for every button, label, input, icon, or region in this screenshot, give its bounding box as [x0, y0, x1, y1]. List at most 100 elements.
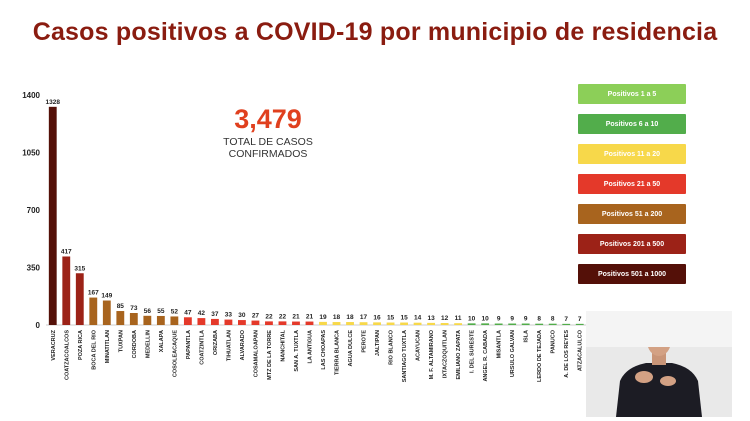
category-label: LAS CHOAPAS [321, 330, 327, 370]
bar [197, 318, 206, 325]
category-label: URSULO GALVAN [510, 330, 516, 377]
bar [467, 323, 476, 325]
bar-value-label: 10 [482, 315, 490, 322]
bar-value-label: 52 [171, 308, 179, 315]
category-label: AGUA DULCE [348, 330, 354, 367]
legend: Positivos 1 a 5 Positivos 6 a 10 Positivos… [578, 84, 686, 294]
category-label: I. DEL SURESTE [470, 330, 476, 373]
bar [143, 315, 152, 325]
category-label: JALTIPAN [375, 330, 381, 356]
bar [454, 323, 463, 325]
bar-value-label: 9 [510, 316, 514, 323]
category-label: COSAMALOAPAN [253, 330, 259, 377]
bar [440, 323, 449, 325]
bar [102, 300, 111, 325]
bar [373, 322, 381, 325]
bar-value-label: 149 [101, 293, 112, 300]
category-label: ACAYUCAN [416, 330, 422, 361]
bar [386, 322, 395, 325]
bar [521, 323, 530, 325]
category-label: PANUCO [551, 329, 557, 353]
bar [210, 318, 219, 325]
bar-value-label: 14 [414, 315, 422, 322]
category-label: SANTIAGO TUXTLA [402, 330, 408, 382]
bar-value-label: 11 [455, 315, 462, 322]
category-label: COATZINTLA [199, 330, 205, 365]
category-label: EMILIANO ZAPATA [456, 330, 462, 380]
y-tick-label: 700 [27, 206, 41, 215]
bar [278, 321, 287, 325]
category-label: TIHUATLAN [226, 330, 232, 361]
category-label: MINATITLAN [105, 330, 111, 363]
bar [400, 322, 408, 325]
bar-value-label: 8 [537, 316, 541, 323]
bar [413, 322, 422, 325]
bar-value-label: 37 [211, 311, 219, 318]
category-label: COATZACOALCOS [64, 330, 70, 380]
bar [359, 322, 368, 325]
bar [183, 317, 192, 325]
bar-value-label: 47 [184, 309, 192, 316]
category-label: PAPANTLA [186, 330, 192, 359]
bar [508, 323, 517, 325]
bar [562, 323, 571, 325]
total-cases-caption-line1: TOTAL DE CASOS [223, 136, 313, 148]
category-label: ISLA [524, 330, 530, 343]
bar-value-label: 315 [74, 265, 85, 272]
sign-language-interpreter-video [586, 311, 732, 417]
legend-item: Positivos 201 a 500 [578, 234, 686, 254]
category-label: XALAPA [159, 330, 165, 352]
category-label: VERACRUZ [51, 329, 57, 360]
bar [319, 321, 327, 325]
bar-value-label: 9 [497, 316, 501, 323]
bar-value-label: 7 [578, 316, 582, 323]
category-label: A. DE LOS REYES [564, 330, 570, 378]
bar [75, 273, 84, 325]
bar-value-label: 30 [238, 312, 246, 319]
category-label: POZA RICA [78, 330, 84, 360]
category-label: RIO BLANCO [389, 329, 395, 365]
bar [548, 323, 557, 325]
y-tick-label: 350 [27, 264, 41, 273]
category-label: NANCHITAL [280, 329, 286, 361]
category-label: ALVARADO [240, 329, 246, 360]
category-label: ANGEL R. CABADA [483, 330, 489, 382]
bar-value-label: 73 [130, 305, 138, 312]
total-cases-number: 3,479 [234, 104, 302, 134]
category-label: ORIZABA [213, 330, 219, 355]
category-label: TIERRA BLANCA [335, 330, 341, 375]
bar-value-label: 85 [117, 303, 125, 310]
bar [305, 321, 314, 325]
legend-item: Positivos 6 a 10 [578, 114, 686, 134]
bar [481, 323, 490, 325]
bar-value-label: 1328 [46, 99, 61, 106]
legend-item: Positivos 501 a 1000 [578, 264, 686, 284]
bar [265, 321, 273, 325]
bar [494, 323, 503, 325]
bar-value-label: 56 [144, 308, 152, 315]
bar-value-label: 15 [387, 315, 395, 322]
category-label: ATZACALULCO [578, 329, 584, 371]
bar-value-label: 7 [564, 316, 568, 323]
bar [170, 316, 179, 325]
total-cases-caption-line2: CONFIRMADOS [228, 148, 308, 160]
bar [238, 320, 246, 325]
legend-item: Positivos 11 a 20 [578, 144, 686, 164]
y-tick-label: 1050 [22, 149, 40, 158]
bar-value-label: 19 [319, 314, 327, 321]
bar [129, 313, 138, 325]
bar [292, 321, 300, 325]
bar-value-label: 16 [373, 314, 381, 321]
bar-value-label: 55 [157, 308, 165, 315]
bar-value-label: 21 [306, 314, 314, 321]
bar-value-label: 18 [333, 314, 341, 321]
bar [427, 322, 436, 325]
bar [116, 311, 125, 325]
bar-value-label: 27 [252, 313, 260, 320]
category-label: LA ANTIGUA [307, 330, 313, 364]
bar-value-label: 8 [551, 316, 555, 323]
bar-value-label: 22 [279, 313, 287, 320]
category-label: TUXPAN [118, 330, 124, 352]
category-label: BOCA DEL RIO [91, 329, 97, 369]
